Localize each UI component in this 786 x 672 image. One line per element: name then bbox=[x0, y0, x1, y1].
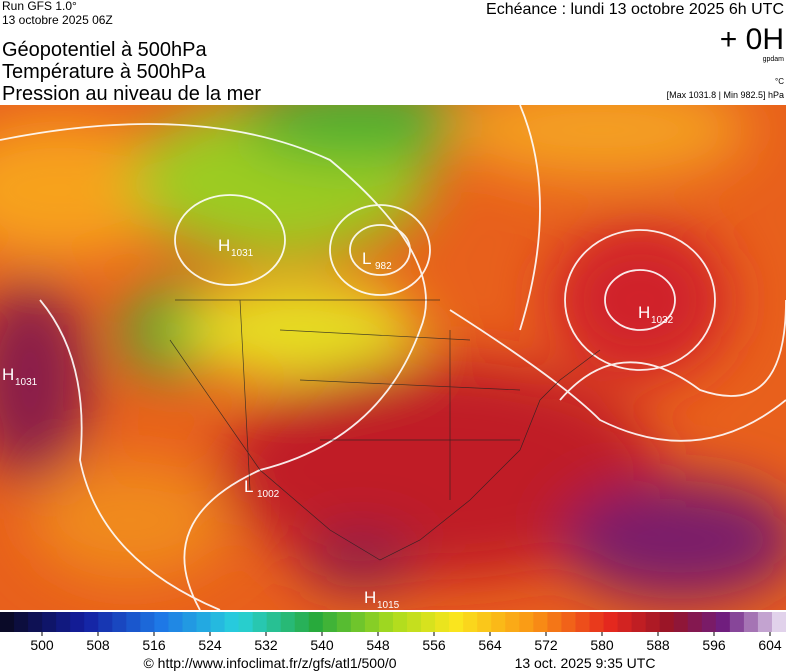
colorbar-cell bbox=[70, 612, 85, 632]
colorbar-cell bbox=[154, 612, 169, 632]
colorbar-cell bbox=[631, 612, 647, 632]
colorbar-label: 508 bbox=[86, 637, 110, 653]
colorbar-cell bbox=[743, 612, 759, 632]
run-date: 13 octobre 2025 06Z bbox=[2, 13, 113, 27]
colorbar-cell bbox=[322, 612, 338, 632]
colorbar-cell bbox=[449, 612, 464, 632]
colorbar-cell bbox=[491, 612, 506, 632]
colorbar-cell bbox=[28, 612, 43, 632]
colorbar-cell bbox=[350, 612, 366, 632]
colorbar-cell bbox=[463, 612, 478, 632]
colorbar-cell bbox=[645, 612, 661, 632]
center-kind: H bbox=[364, 588, 376, 607]
colorbar-cell bbox=[14, 612, 29, 632]
colorbar-cell bbox=[477, 612, 492, 632]
colorbar-cell bbox=[729, 612, 745, 632]
temp-unit: °C bbox=[775, 77, 784, 86]
colorbar-cell bbox=[112, 612, 127, 632]
colorbar-cell bbox=[547, 612, 562, 632]
title: Température à 500hPa bbox=[2, 61, 206, 83]
colorbar-cell bbox=[140, 612, 155, 632]
colorbar-cell bbox=[757, 612, 773, 632]
colorbar-cell bbox=[84, 612, 99, 632]
colorbar-cell bbox=[687, 612, 703, 632]
colorbar-cell bbox=[126, 612, 141, 632]
forecast-offset: + 0H bbox=[720, 23, 784, 56]
colorbar-label: 564 bbox=[478, 637, 502, 653]
header: Run GFS 1.0° 13 octobre 2025 06Z Echéanc… bbox=[2, 0, 784, 105]
colorbar-cell bbox=[673, 612, 689, 632]
colorbar-cell bbox=[308, 612, 324, 632]
colorbar-cell bbox=[42, 612, 57, 632]
colorbar-label: 580 bbox=[590, 637, 614, 653]
center-value: 982 bbox=[375, 261, 392, 272]
colorbar-cell bbox=[238, 612, 254, 632]
colorbar-label: 604 bbox=[758, 637, 782, 653]
center-kind: H bbox=[638, 303, 650, 322]
colorbar-label: 540 bbox=[310, 637, 334, 653]
center-value: 1015 bbox=[377, 600, 400, 611]
center-kind: H bbox=[218, 236, 230, 255]
colorbar-cell bbox=[266, 612, 282, 632]
colorbar-label: 596 bbox=[702, 637, 726, 653]
colorbar-label: 532 bbox=[254, 637, 278, 653]
colorbar-cell bbox=[603, 612, 619, 632]
forecast-time: Echéance : lundi 13 octobre 2025 6h UTC bbox=[486, 1, 784, 18]
colorbar-cell bbox=[589, 612, 605, 632]
pressure-range: [Max 1031.8 | Min 982.5] hPa bbox=[667, 90, 784, 100]
colorbar-cell bbox=[659, 612, 675, 632]
colorbar-cell bbox=[364, 612, 380, 632]
colorbar-cell bbox=[168, 612, 183, 632]
colorbar-cell bbox=[224, 612, 240, 632]
map-field bbox=[0, 105, 786, 610]
colorbar-cell bbox=[336, 612, 352, 632]
colorbar-label: 588 bbox=[646, 637, 670, 653]
colorbar-cell bbox=[533, 612, 548, 632]
colorbar-cell bbox=[407, 612, 422, 632]
colorbar-cell bbox=[56, 612, 71, 632]
colorbar-cell bbox=[98, 612, 113, 632]
colorbar-label: 516 bbox=[142, 637, 166, 653]
colorbar-label: 500 bbox=[30, 637, 54, 653]
colorbar-cell bbox=[575, 612, 590, 632]
run-label: Run GFS 1.0° bbox=[2, 0, 77, 13]
colorbar-cell bbox=[435, 612, 450, 632]
center-value: 1002 bbox=[257, 489, 280, 500]
colorbar-cell bbox=[393, 612, 408, 632]
colorbar-cell bbox=[280, 612, 296, 632]
footer-source: © http://www.infoclimat.fr/z/gfs/atl1/50… bbox=[143, 655, 396, 671]
colorbar-label: 572 bbox=[534, 637, 558, 653]
geo-unit: gpdam bbox=[763, 56, 785, 63]
colorbar-label: 524 bbox=[198, 637, 222, 653]
center-value: 1032 bbox=[651, 315, 674, 326]
center-value: 1031 bbox=[231, 248, 254, 259]
colorbar-cell bbox=[715, 612, 731, 632]
colorbar-cell bbox=[617, 612, 633, 632]
title: Pression au niveau de la mer bbox=[2, 83, 261, 105]
colorbar-cell bbox=[378, 612, 394, 632]
colorbar-cell bbox=[561, 612, 576, 632]
center-kind: L bbox=[244, 477, 253, 496]
colorbar-cell bbox=[210, 612, 226, 632]
colorbar-label: 556 bbox=[422, 637, 446, 653]
center-kind: L bbox=[362, 249, 371, 268]
colorbar-cell bbox=[196, 612, 212, 632]
title: Géopotentiel à 500hPa bbox=[2, 39, 207, 61]
colorbar-cell bbox=[182, 612, 197, 632]
colorbar-cell bbox=[771, 612, 786, 632]
colorbar-cell bbox=[505, 612, 520, 632]
center-kind: H bbox=[2, 365, 14, 384]
center-value: 1031 bbox=[15, 377, 38, 388]
colorbar-cell bbox=[252, 612, 268, 632]
colorbar-cell bbox=[421, 612, 436, 632]
colorbar-cell bbox=[0, 612, 15, 632]
colorbar-label: 548 bbox=[366, 637, 390, 653]
colorbar-cell bbox=[701, 612, 717, 632]
colorbar-cell bbox=[519, 612, 534, 632]
footer-time: 13 oct. 2025 9:35 UTC bbox=[515, 655, 656, 671]
colorbar-cell bbox=[294, 612, 310, 632]
